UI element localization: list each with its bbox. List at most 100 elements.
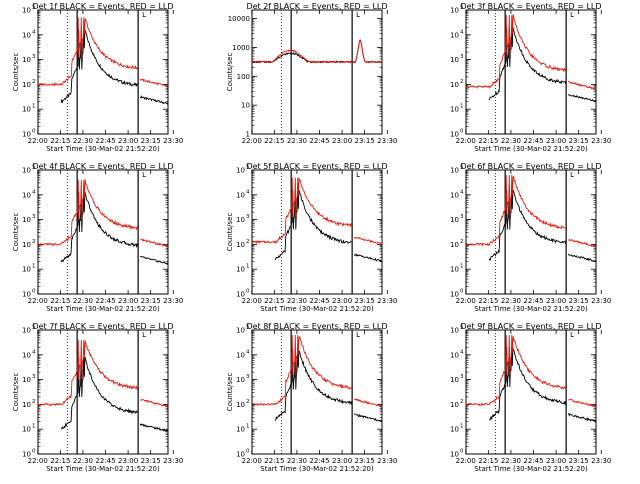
x-tick-label: 22:45 bbox=[95, 137, 115, 145]
x-tick-label: 23:15 bbox=[141, 297, 161, 305]
y-tick-label-exp: 5 bbox=[460, 5, 464, 11]
y-tick-label-base: 10 bbox=[236, 327, 245, 335]
y-tick-label-base: 10 bbox=[236, 291, 245, 299]
y-tick-label-base: 10 bbox=[236, 266, 245, 274]
panel-title: Det 6f BLACK = Events, RED = LLD bbox=[460, 162, 601, 171]
y-tick-label-base: 10 bbox=[22, 56, 31, 64]
y-tick-label-base: 10 bbox=[450, 191, 459, 199]
x-tick-label: 22:15 bbox=[50, 297, 70, 305]
y-tick-label-base: 10 bbox=[22, 291, 31, 299]
y-tick-label: 1 bbox=[246, 131, 250, 139]
x-tick-label: 22:30 bbox=[73, 137, 93, 145]
y-axis-label: Counts/sec bbox=[12, 373, 20, 412]
marker-label-l: L bbox=[356, 331, 360, 339]
y-tick-label-base: 10 bbox=[236, 451, 245, 459]
y-tick-label-exp: 3 bbox=[460, 54, 464, 60]
panel-title: Det 5f BLACK = Events, RED = LLD bbox=[246, 162, 387, 171]
x-tick-label: 22:30 bbox=[73, 457, 93, 465]
x-tick-label: 22:15 bbox=[264, 137, 284, 145]
y-tick-label-base: 10 bbox=[450, 131, 459, 139]
y-tick-label-exp: 1 bbox=[460, 424, 464, 430]
y-tick-label-base: 10 bbox=[450, 167, 459, 175]
x-tick-label: 22:00 bbox=[456, 137, 476, 145]
panel-title: Det 1f BLACK = Events, RED = LLD bbox=[32, 2, 173, 11]
y-tick-label-exp: 3 bbox=[460, 374, 464, 380]
y-tick-label-base: 10 bbox=[22, 191, 31, 199]
marker-label-l: L bbox=[570, 331, 574, 339]
lld-series-line bbox=[465, 174, 596, 248]
y-tick-label: 10 bbox=[241, 102, 250, 110]
y-tick-label-base: 10 bbox=[236, 376, 245, 384]
y-axis-label: Counts/sec bbox=[226, 373, 234, 412]
y-tick-label-base: 10 bbox=[22, 451, 31, 459]
y-tick-label-exp: 3 bbox=[246, 374, 250, 380]
y-axis-label: Counts/sec bbox=[12, 213, 20, 252]
y-tick-label-base: 10 bbox=[450, 81, 459, 89]
lld-series-line bbox=[37, 17, 169, 88]
x-tick-label: 22:45 bbox=[95, 457, 115, 465]
y-tick-label-exp: 4 bbox=[32, 189, 36, 195]
x-tick-label: 22:15 bbox=[50, 457, 70, 465]
x-tick-label: 23:30 bbox=[377, 137, 397, 145]
panel-title: Det 4f BLACK = Events, RED = LLD bbox=[32, 162, 173, 171]
x-tick-label: 22:15 bbox=[264, 297, 284, 305]
x-tick-label: 22:30 bbox=[501, 137, 521, 145]
y-tick-label-base: 10 bbox=[22, 426, 31, 434]
y-tick-label-exp: 4 bbox=[246, 349, 250, 355]
x-tick-label: 22:15 bbox=[50, 137, 70, 145]
x-tick-label: 23:30 bbox=[591, 297, 611, 305]
plot-frame bbox=[37, 169, 169, 295]
events-series-line bbox=[488, 347, 597, 423]
y-tick-label-exp: 3 bbox=[32, 214, 36, 220]
y-tick-label-exp: 0 bbox=[32, 289, 36, 295]
y-tick-label-base: 10 bbox=[450, 451, 459, 459]
x-tick-label: 22:30 bbox=[287, 137, 307, 145]
y-tick-label-base: 10 bbox=[450, 241, 459, 249]
y-tick-label-base: 10 bbox=[450, 426, 459, 434]
x-tick-label: 22:30 bbox=[287, 297, 307, 305]
marker-label-l: L bbox=[356, 11, 360, 19]
y-tick-label-exp: 4 bbox=[32, 349, 36, 355]
lld-series-line bbox=[465, 334, 597, 408]
y-tick-label-base: 10 bbox=[22, 327, 31, 335]
x-tick-label: 23:15 bbox=[355, 457, 375, 465]
y-tick-label-base: 10 bbox=[450, 401, 459, 409]
panel-title: Det 7f BLACK = Events, RED = LLD bbox=[32, 322, 173, 331]
x-tick-label: 23:30 bbox=[163, 137, 183, 145]
plot-frame bbox=[251, 9, 383, 135]
plot-frame bbox=[37, 329, 169, 455]
y-tick-label-exp: 2 bbox=[32, 399, 36, 405]
y-tick-label-base: 10 bbox=[22, 401, 31, 409]
plot-frame bbox=[465, 329, 597, 455]
x-tick-label: 23:00 bbox=[546, 297, 566, 305]
plot-frame bbox=[465, 9, 597, 135]
x-axis-label: Start Time (30-Mar-02 21:52:20) bbox=[260, 465, 374, 473]
y-tick-label-base: 10 bbox=[236, 241, 245, 249]
y-tick-label-exp: 5 bbox=[246, 165, 250, 171]
x-tick-label: 22:15 bbox=[478, 457, 498, 465]
y-tick-label-exp: 4 bbox=[32, 29, 36, 35]
x-tick-label: 23:00 bbox=[118, 457, 138, 465]
y-tick-label-exp: 1 bbox=[32, 424, 36, 430]
x-tick-label: 22:15 bbox=[478, 297, 498, 305]
x-tick-label: 22:15 bbox=[264, 457, 284, 465]
x-tick-label: 23:30 bbox=[163, 457, 183, 465]
y-tick-label-base: 10 bbox=[450, 216, 459, 224]
x-axis-label: Start Time (30-Mar-02 21:52:20) bbox=[46, 305, 160, 313]
y-tick-label-base: 10 bbox=[236, 216, 245, 224]
y-tick-label-exp: 5 bbox=[460, 165, 464, 171]
lld-series-line bbox=[37, 179, 169, 247]
y-tick-label-base: 10 bbox=[450, 266, 459, 274]
y-tick-label-base: 10 bbox=[22, 131, 31, 139]
x-tick-label: 22:00 bbox=[28, 297, 48, 305]
y-tick-label-base: 10 bbox=[236, 351, 245, 359]
y-tick-label-exp: 5 bbox=[460, 325, 464, 331]
x-tick-label: 23:15 bbox=[569, 297, 589, 305]
